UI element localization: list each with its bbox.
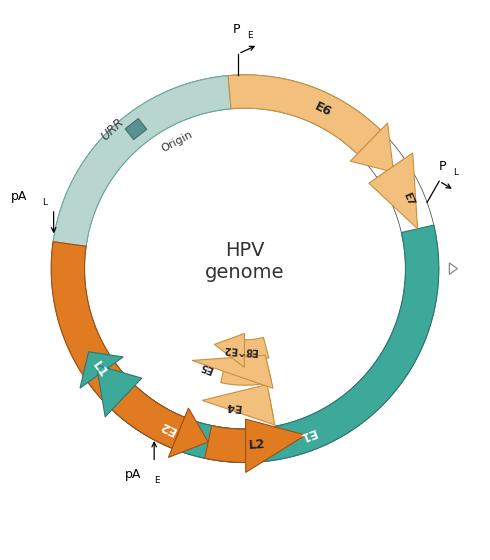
Polygon shape [263,392,273,418]
Text: E4: E4 [225,401,241,412]
Polygon shape [215,333,245,367]
Polygon shape [369,153,417,229]
Text: P: P [439,160,446,172]
Text: URR: URR [98,115,127,143]
Polygon shape [350,123,393,172]
Text: L: L [42,198,47,207]
Text: E7: E7 [401,192,415,208]
Text: E8^E2: E8^E2 [222,344,258,356]
Text: E6: E6 [312,100,333,119]
Polygon shape [88,225,439,463]
Polygon shape [228,75,381,154]
Polygon shape [51,242,185,448]
Polygon shape [205,426,245,463]
Text: HPV
genome: HPV genome [205,241,285,282]
Polygon shape [53,76,231,246]
Polygon shape [245,337,269,361]
Bar [125,119,147,139]
Polygon shape [112,385,262,463]
Text: P: P [233,23,241,36]
Polygon shape [169,408,208,458]
Text: L1: L1 [90,360,110,381]
Polygon shape [377,158,408,181]
Polygon shape [97,365,142,417]
Polygon shape [202,385,275,425]
Text: E2: E2 [157,418,178,437]
Text: E1: E1 [296,426,318,444]
Text: pA: pA [11,190,27,203]
Text: E: E [247,31,253,40]
Polygon shape [245,419,306,473]
Text: L2: L2 [248,438,266,452]
Polygon shape [221,362,271,385]
Polygon shape [80,352,123,388]
Text: L: L [453,167,458,176]
Polygon shape [192,355,273,388]
Text: E: E [154,476,160,485]
Text: Origin: Origin [160,129,195,154]
Text: E5: E5 [199,361,215,375]
Text: pA: pA [125,468,141,481]
